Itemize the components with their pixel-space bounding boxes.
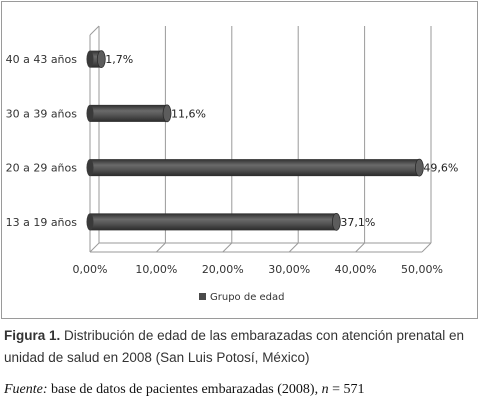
bar-cap-end (162, 104, 172, 123)
data-label: 49,6% (423, 162, 458, 175)
x-tick-label: 0,00% (73, 263, 108, 276)
floor-gridline (156, 242, 166, 253)
bar-cap-start (86, 213, 94, 231)
data-label: 1,7% (105, 53, 133, 66)
bar (90, 159, 420, 177)
x-tick-label: 10,00% (135, 263, 177, 276)
floor-gridline (421, 242, 432, 253)
bar-cap-end (414, 158, 424, 177)
floor-gridline (288, 242, 299, 253)
figure-caption: Figura 1. Distribución de edad de las em… (4, 325, 474, 369)
floor-gridline (355, 242, 365, 253)
caption-text: Distribución de edad de las embarazadas … (4, 328, 465, 365)
floor-gridline (222, 242, 233, 253)
floor-gridline (89, 242, 100, 253)
bar (90, 104, 168, 122)
source-label: Fuente: (4, 382, 48, 397)
bar-cap-start (86, 50, 94, 68)
legend-swatch (199, 293, 206, 300)
category-label: 30 a 39 años (6, 107, 78, 120)
figure-source: Fuente: base de datos de pacientes embar… (4, 382, 474, 398)
bar-cap-end (96, 50, 106, 69)
axis-left-top (89, 25, 100, 36)
x-tick-label: 40,00% (335, 263, 377, 276)
source-n-var: n (321, 382, 329, 397)
category-label: 13 a 19 años (6, 216, 78, 229)
category-label: 20 a 29 años (6, 162, 78, 175)
bar (90, 213, 337, 231)
source-n-value: = 571 (328, 382, 365, 397)
bar-cap-start (86, 159, 94, 177)
x-tick-label: 20,00% (202, 263, 244, 276)
chart-frame: 0,00% 10,00% 20,00% 30,00% 40,00% 50,00% 13 a … (1, 1, 478, 319)
caption-label: Figura 1. (4, 328, 61, 343)
x-tick-label: 30,00% (268, 263, 310, 276)
data-label: 37,1% (340, 216, 375, 229)
bar (90, 50, 102, 68)
legend-label: Grupo de edad (210, 292, 285, 303)
source-text: base de datos de pacientes embarazadas (… (51, 382, 319, 397)
category-label: 40 a 43 años (6, 53, 78, 66)
bar-cap-end (331, 212, 341, 231)
bar-chart: 0,00% 10,00% 20,00% 30,00% 40,00% 50,00% 13 a … (6, 25, 458, 303)
bar-cap-start (86, 104, 94, 122)
data-label: 11,6% (171, 107, 206, 120)
plot-area (90, 26, 431, 252)
x-tick-label: 50,00% (401, 263, 443, 276)
